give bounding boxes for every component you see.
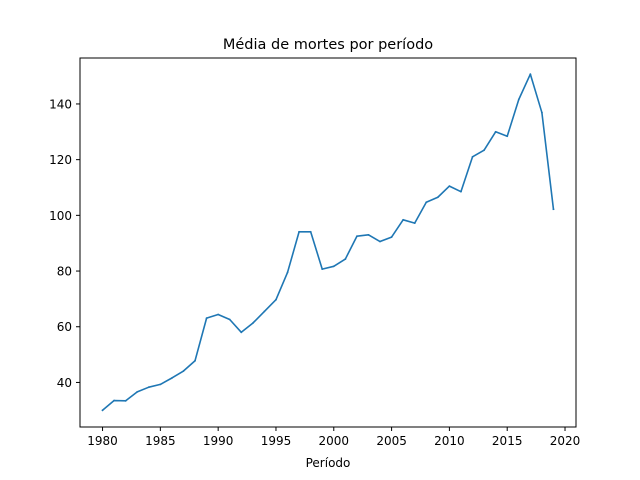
data-point: [228, 318, 231, 321]
chart-title: Média de mortes por período: [223, 37, 433, 53]
axes-frame: [79, 57, 577, 428]
data-point: [275, 298, 277, 301]
y-tick-label: 120: [49, 153, 72, 167]
data-point: [460, 190, 462, 193]
x-tick-label: 2020: [550, 434, 581, 448]
data-point: [517, 98, 520, 101]
data-point: [182, 370, 185, 372]
y-tick-label: 100: [49, 209, 72, 223]
x-tick-label: 1980: [87, 434, 118, 448]
data-point: [483, 149, 485, 152]
x-axis-title: Período: [306, 456, 351, 470]
data-point: [205, 317, 208, 320]
data-point: [298, 230, 300, 233]
data-point: [263, 310, 266, 313]
data-point: [448, 185, 451, 188]
data-point: [494, 130, 497, 133]
data-point: [356, 235, 358, 238]
data-point: [124, 399, 127, 402]
data-point: [113, 399, 116, 402]
y-tick-label: 80: [57, 265, 72, 279]
data-point: [251, 322, 254, 325]
data-point: [379, 240, 381, 243]
data-point: [436, 196, 439, 199]
data-point: [194, 359, 196, 362]
data-point: [506, 135, 509, 138]
y-axis: 40 60 80 100 120 140: [49, 97, 80, 390]
data-point: [171, 377, 173, 379]
data-point: [286, 271, 289, 274]
x-tick-label: 2005: [376, 434, 407, 448]
data-point: [540, 111, 543, 114]
y-tick-label: 60: [57, 320, 72, 334]
data-point: [552, 208, 555, 211]
data-point: [101, 409, 104, 412]
data-point: [390, 236, 393, 238]
data-point: [344, 258, 347, 260]
y-tick-label: 40: [57, 376, 72, 390]
data-point: [402, 218, 405, 221]
data-point: [136, 391, 139, 393]
data-point: [529, 73, 532, 76]
y-tick-label: 140: [49, 97, 72, 111]
series-line: [101, 73, 555, 412]
x-tick-label: 1990: [203, 434, 234, 448]
data-point: [425, 201, 428, 204]
data-point: [367, 233, 370, 236]
data-point: [240, 331, 243, 334]
data-point: [159, 383, 162, 386]
x-tick-label: 1995: [261, 434, 292, 448]
data-point: [321, 268, 324, 270]
x-axis: 1980 1985 1990 1995 2000 2005 2010 2015 2020: [87, 427, 580, 448]
x-tick-label: 2010: [434, 434, 465, 448]
data-point: [471, 155, 474, 158]
data-point: [217, 313, 220, 316]
x-tick-label: 2015: [492, 434, 523, 448]
data-point: [309, 230, 312, 233]
data-point: [147, 386, 150, 389]
data-point: [332, 265, 335, 268]
x-tick-label: 1985: [145, 434, 176, 448]
data-point: [413, 222, 416, 225]
x-tick-label: 2000: [319, 434, 350, 448]
plot-area: [101, 73, 555, 412]
